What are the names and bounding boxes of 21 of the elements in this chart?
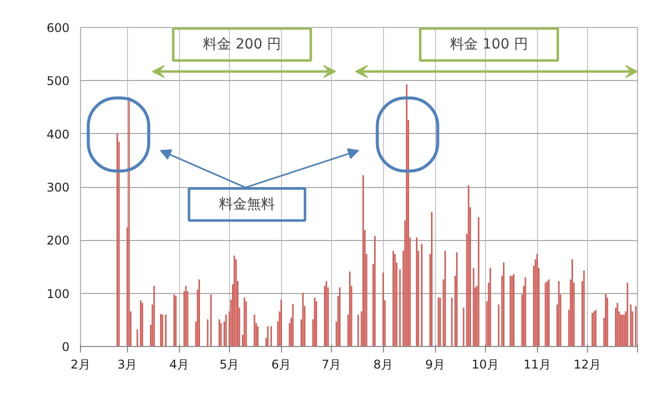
y-tick-label: 400 [46,127,70,142]
x-tick-label: 4月 [169,358,190,372]
annotation: 料金 100 円 [450,36,528,52]
x-tick-label: 10月 [472,358,499,372]
x-tick-label: 3月 [118,358,138,372]
y-tick-label: 300 [46,180,70,194]
x-tick-label: 12月 [574,358,601,372]
annotation: 料金無料 [219,196,275,212]
x-tick-label: 6月 [271,358,292,372]
x-tick-label: 9月 [425,358,445,372]
y-tick-label: 500 [46,74,70,88]
y-tick-label: 0 [62,340,70,354]
annotation: 料金 200 円 [203,36,281,52]
x-tick-label: 5月 [220,358,240,372]
y-tick-label: 100 [46,286,70,301]
y-tick-label: 200 [46,234,70,248]
x-tick-label: 11月 [524,358,551,372]
y-tick-label: 600 [46,21,70,35]
x-tick-label: 7月 [322,358,342,372]
x-tick-label: 8月 [373,358,394,372]
x-tick-label: 2月 [70,358,90,372]
